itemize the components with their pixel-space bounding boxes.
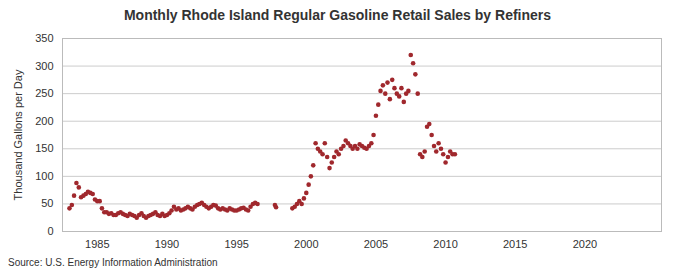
svg-text:50: 50 <box>41 197 53 209</box>
svg-text:350: 350 <box>35 32 53 44</box>
svg-text:2020: 2020 <box>573 238 597 250</box>
svg-text:100: 100 <box>35 170 53 182</box>
svg-text:1995: 1995 <box>224 238 248 250</box>
svg-text:Thousand Gallons per Day: Thousand Gallons per Day <box>12 69 24 200</box>
svg-text:300: 300 <box>35 60 53 72</box>
svg-text:2000: 2000 <box>294 238 318 250</box>
svg-text:150: 150 <box>35 142 53 154</box>
html-text:Monthly Rhode Island Regular G: Monthly Rhode Island Regular Gasoline Re… <box>123 7 551 23</box>
svg-text:0: 0 <box>47 225 53 237</box>
html-text:Source: U.S. Energy Informatio: Source: U.S. Energy Information Administ… <box>8 257 218 268</box>
svg-text:200: 200 <box>35 115 53 127</box>
svg-text:1985: 1985 <box>85 238 109 250</box>
svg-text:2015: 2015 <box>503 238 527 250</box>
svg-text:1990: 1990 <box>155 238 179 250</box>
svg-text:250: 250 <box>35 87 53 99</box>
svg-text:2010: 2010 <box>433 238 457 250</box>
svg-text:2005: 2005 <box>364 238 388 250</box>
